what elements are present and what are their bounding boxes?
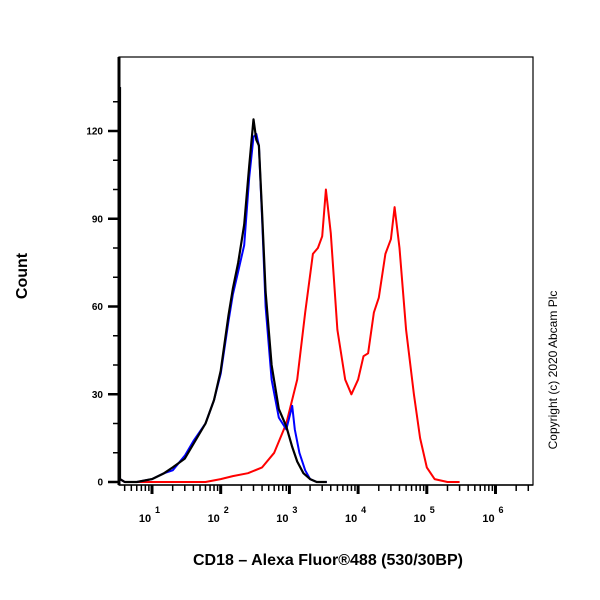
y-axis-label-text: Count: [14, 252, 31, 300]
y-axis-label: Count: [8, 236, 38, 316]
copyright-notice: Copyright (c) 2020 Abcam Plc: [541, 248, 565, 492]
x-tick-label: 10 6: [482, 505, 503, 525]
x-tick-label: 10 2: [208, 505, 229, 525]
x-axis-ticks: 10 1 10 2 10 3 10 4 10 5 10 6: [123, 485, 530, 525]
svg-text:10: 10: [276, 513, 288, 525]
x-axis-label: CD18 – Alexa Fluor®488 (530/30BP): [193, 552, 463, 569]
svg-text:4: 4: [361, 505, 366, 515]
x-tick-label: 10 5: [414, 505, 435, 525]
x-tick-label: 10 3: [276, 505, 297, 525]
y-axis-ticks: 0 30 60 90 120: [86, 101, 119, 489]
plot-frame: [118, 56, 534, 486]
y-tick-label: 90: [92, 214, 104, 225]
black-histogram-line: [118, 87, 327, 484]
svg-text:2: 2: [224, 505, 229, 515]
y-tick-label: 120: [86, 127, 103, 138]
svg-text:3: 3: [292, 505, 297, 515]
red-histogram-line: [119, 188, 460, 483]
svg-text:10: 10: [482, 513, 494, 525]
x-tick-label: 10 4: [345, 505, 366, 525]
svg-text:10: 10: [139, 513, 151, 525]
y-tick-label: 30: [92, 390, 104, 401]
svg-text:10: 10: [208, 513, 220, 525]
y-tick-label: 60: [92, 302, 104, 313]
y-tick-label: 0: [97, 478, 103, 489]
svg-text:10: 10: [414, 513, 426, 525]
svg-text:6: 6: [499, 505, 504, 515]
series-layer: [118, 87, 460, 484]
svg-text:10: 10: [345, 513, 357, 525]
copyright-text: Copyright (c) 2020 Abcam Plc: [546, 290, 560, 450]
svg-text:5: 5: [430, 505, 435, 515]
svg-text:1: 1: [155, 505, 160, 515]
x-tick-label: 10 1: [139, 505, 160, 525]
